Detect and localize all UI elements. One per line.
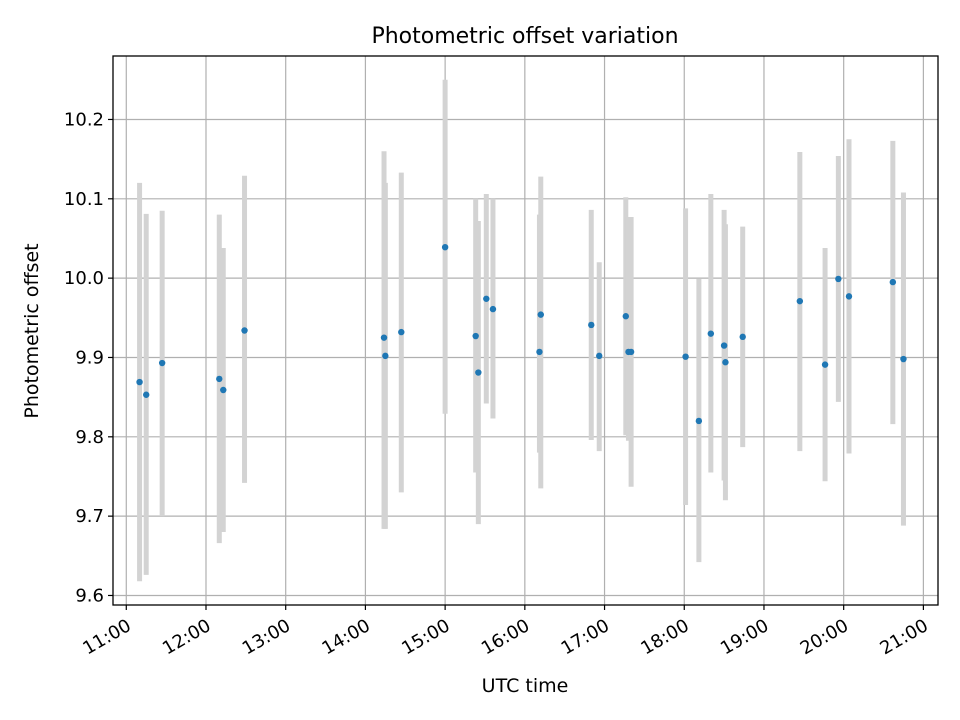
data-point [136, 378, 143, 386]
data-point [398, 328, 405, 336]
grid [113, 56, 938, 605]
data-point [472, 332, 479, 340]
data-point [722, 359, 729, 366]
data-point [536, 348, 543, 356]
y-tick-label: 9.6 [75, 585, 104, 606]
data-point [845, 293, 853, 300]
data-point [489, 305, 497, 313]
y-tick-label: 10.0 [64, 268, 104, 289]
data-point [796, 297, 804, 305]
data-point [627, 348, 635, 356]
data-point [682, 353, 689, 360]
data-point [720, 342, 728, 349]
data-point [441, 243, 449, 251]
data-point [596, 352, 603, 360]
data-point [537, 311, 544, 318]
y-axis-ticks: 9.6 9.7 9.8 9.9 10.0 10.1 10.2 [64, 109, 113, 606]
y-tick-label: 9.8 [75, 427, 104, 448]
data-point [707, 330, 715, 337]
data-point [835, 275, 842, 283]
data-point [216, 375, 223, 383]
data-point [380, 334, 388, 341]
data-point [821, 361, 829, 368]
data-point [158, 359, 166, 367]
data-point [483, 295, 490, 302]
y-tick-label: 9.7 [75, 506, 104, 527]
data-point [382, 352, 389, 360]
data-point [588, 321, 595, 329]
data-point [475, 369, 482, 376]
data-point [695, 417, 703, 425]
chart-title: Photometric offset variation [371, 24, 678, 49]
y-tick-label: 9.9 [75, 347, 104, 368]
data-points [136, 243, 907, 425]
data-point [889, 278, 897, 286]
plot-frame [112, 55, 939, 606]
x-axis-label: UTC time [482, 675, 569, 697]
data-point [622, 313, 630, 320]
y-tick-label: 10.1 [64, 189, 104, 210]
data-point [220, 386, 227, 394]
y-axis-label: Photometric offset [21, 243, 43, 418]
data-point [739, 333, 746, 341]
data-point [241, 327, 248, 334]
data-point [143, 391, 150, 398]
y-tick-label: 10.2 [64, 109, 104, 130]
data-point [900, 355, 907, 363]
